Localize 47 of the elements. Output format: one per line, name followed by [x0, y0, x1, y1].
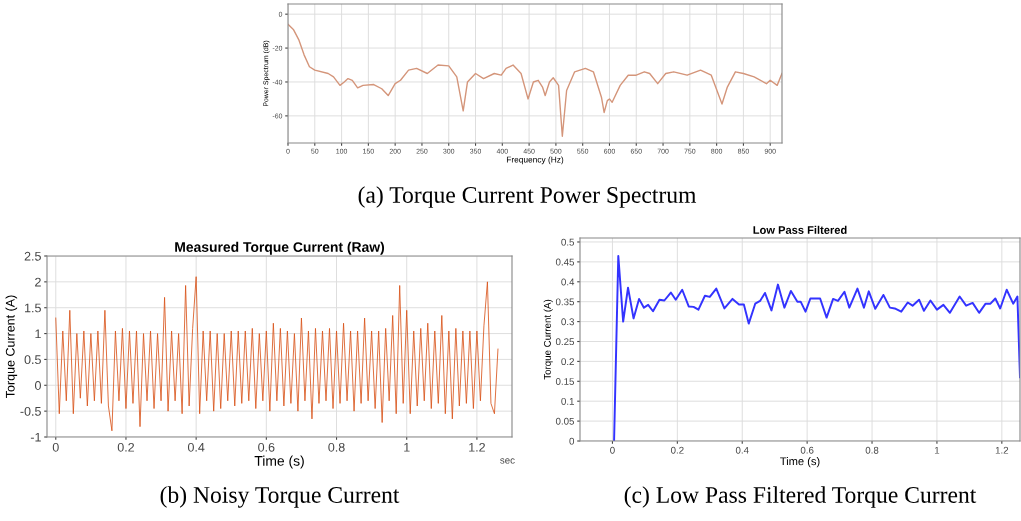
y-tick-label: 0	[34, 381, 41, 390]
y-tick-label: 2.5	[24, 251, 41, 261]
y-tick-label: 0	[569, 437, 575, 445]
y-axis-title: Torque Current (A)	[5, 295, 18, 398]
y-axis-title: Torque Current (A)	[543, 299, 553, 380]
text: (b) Noisy Torque Current	[160, 486, 400, 508]
line-series	[288, 23, 782, 137]
x-tick-label: 0.2	[670, 446, 684, 454]
y-tick-label: 0.05	[555, 417, 575, 425]
x-tick-label: 1.2	[995, 446, 1009, 454]
x-tick-label: 0.4	[187, 442, 205, 452]
x-tick-label: 0	[610, 446, 615, 454]
x-tick-label: 0	[52, 442, 59, 452]
x-tick-label: 0.2	[117, 442, 135, 452]
y-tick-label: -1	[30, 432, 41, 442]
y-tick-label: 0.5	[561, 238, 575, 246]
chart-title: Measured Torque Current (Raw)	[175, 241, 385, 255]
y-tick-label: -0.5	[20, 406, 41, 416]
line-series	[55, 276, 499, 432]
x-tick-label: 0.6	[800, 446, 814, 454]
y-tick-label: 0.35	[555, 298, 575, 306]
x-axis-title: Time (s)	[780, 457, 820, 468]
x-tick-label: 0.4	[735, 446, 749, 454]
y-tick-label: 0.4	[561, 278, 575, 286]
y-tick-label: 1	[35, 329, 41, 339]
text: (c) Low Pass Filtered Torque Current	[624, 486, 977, 508]
x-tick-label: 1	[934, 446, 940, 454]
x-tick-label: 1	[404, 443, 410, 452]
x-tick-label: 0.8	[328, 442, 345, 452]
x-tick-label: 0.8	[865, 446, 879, 454]
y-tick-label: 0.3	[561, 318, 575, 326]
x-tick-label: 1.2	[469, 442, 485, 452]
y-tick-label: 0.5	[24, 355, 41, 365]
y-tick-label: 0.15	[555, 378, 575, 385]
y-tick-label: 0.45	[555, 258, 575, 266]
text: (a) Torque Current Power Spectrum	[358, 186, 697, 208]
y-tick-label: 1.5	[25, 303, 41, 313]
line-series	[613, 254, 1020, 441]
y-tick-label: 0.2	[561, 358, 574, 366]
y-tick-label: 0.1	[561, 397, 574, 405]
y-tick-label: 0.25	[555, 338, 575, 346]
x-axis-title: Time (s)	[254, 455, 304, 469]
text: sec	[500, 458, 515, 464]
chart-title: Low Pass Filtered	[753, 225, 847, 234]
x-axis-title: Frequency (Hz)	[506, 156, 564, 165]
y-tick-label: 2	[35, 277, 41, 287]
x-tick-label: 0.6	[258, 442, 275, 452]
